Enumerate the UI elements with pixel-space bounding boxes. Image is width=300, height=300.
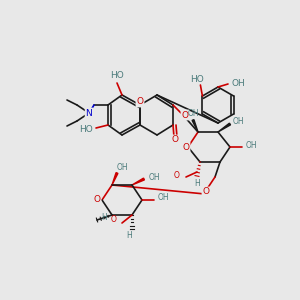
Text: H: H bbox=[126, 232, 132, 241]
Text: H: H bbox=[194, 178, 200, 188]
Polygon shape bbox=[192, 120, 198, 132]
Text: O: O bbox=[174, 172, 180, 181]
Text: HO: HO bbox=[110, 70, 124, 80]
Text: O: O bbox=[182, 142, 190, 152]
Text: OH: OH bbox=[232, 118, 244, 127]
Text: HO: HO bbox=[190, 76, 204, 85]
Text: N: N bbox=[85, 109, 92, 118]
Polygon shape bbox=[218, 123, 231, 132]
Text: O: O bbox=[182, 110, 188, 119]
Text: OH: OH bbox=[231, 80, 245, 88]
Text: OH: OH bbox=[157, 194, 169, 202]
Text: OH: OH bbox=[148, 172, 160, 182]
Text: O: O bbox=[136, 98, 143, 106]
Text: OH: OH bbox=[116, 163, 128, 172]
Text: OH: OH bbox=[245, 140, 257, 149]
Text: OH: OH bbox=[187, 109, 199, 118]
Text: H: H bbox=[101, 214, 107, 223]
Text: O: O bbox=[202, 188, 209, 196]
Text: O: O bbox=[111, 215, 117, 224]
Text: HO: HO bbox=[79, 125, 93, 134]
Text: O: O bbox=[94, 196, 100, 205]
Polygon shape bbox=[112, 172, 118, 185]
Text: O: O bbox=[172, 136, 178, 145]
Polygon shape bbox=[132, 178, 144, 185]
